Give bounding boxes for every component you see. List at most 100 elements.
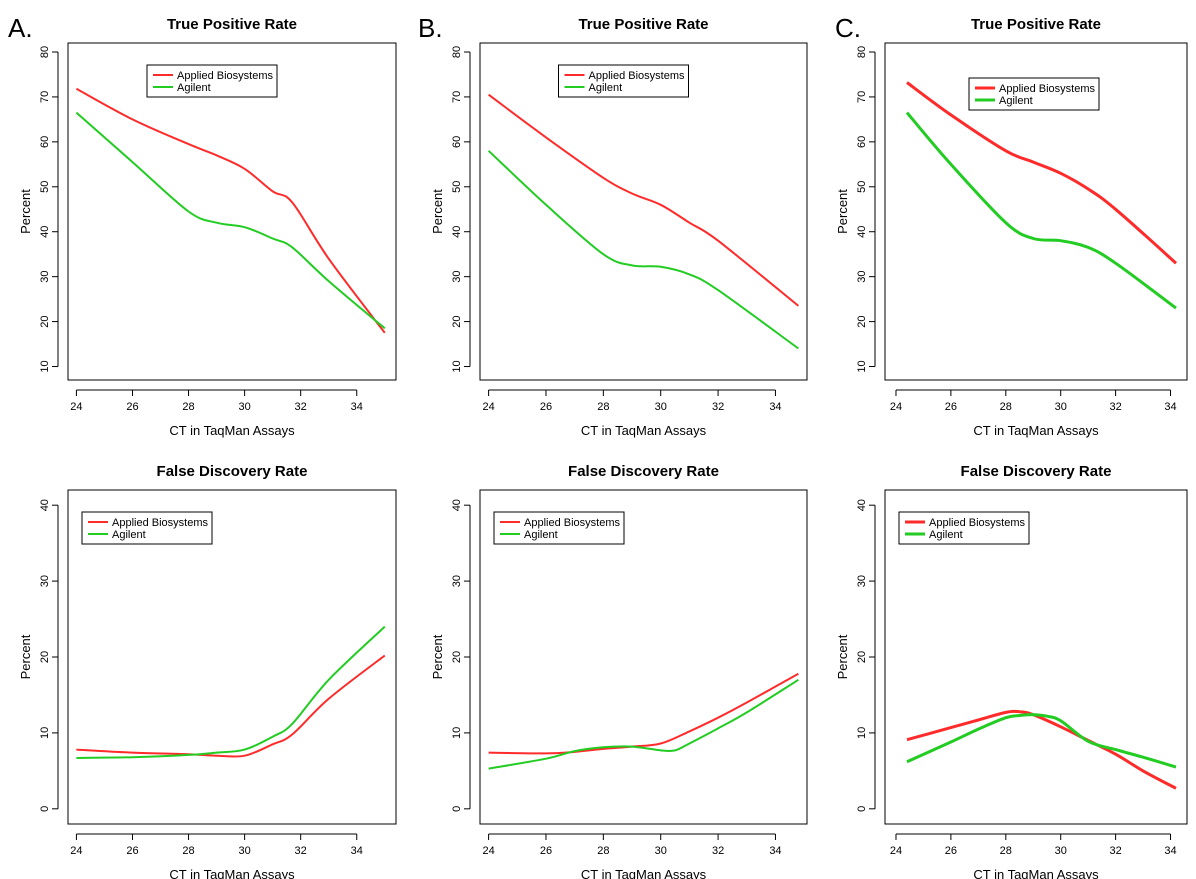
y-tick-label: 30: [856, 271, 868, 283]
x-tick-label: 24: [890, 401, 902, 413]
x-tick-label: 32: [295, 401, 307, 413]
x-tick-label: 28: [597, 401, 609, 413]
series-line-applied-biosystems: [906, 709, 1177, 790]
y-tick-label: 20: [39, 651, 51, 663]
x-axis-label: CT in TaqMan Assays: [169, 423, 295, 438]
y-axis-label: Percent: [430, 634, 445, 679]
legend-box: [898, 511, 1030, 545]
chart-title: False Discovery Rate: [157, 463, 308, 480]
chart-B-top: True Positive Rate 24 26 28 30 32 34 10 20 30 40 50…: [430, 16, 808, 438]
legend-label: Applied Biosystems: [929, 517, 1025, 529]
y-tick-label: 80: [451, 46, 463, 58]
series-line-agilent: [905, 111, 1177, 310]
legend-label: Agilent: [112, 529, 146, 541]
legend-label: Agilent: [999, 95, 1033, 107]
x-tick-label: 34: [1164, 401, 1176, 413]
panel-letter-b: B.: [418, 13, 443, 43]
series-line-agilent: [75, 111, 386, 330]
plot-frame: [67, 42, 397, 381]
legend-label: Agilent: [589, 82, 623, 94]
legend-box: [81, 511, 213, 545]
y-tick-label: 20: [856, 651, 868, 663]
x-axis-label: CT in TaqMan Assays: [973, 867, 1099, 879]
plot-frame: [479, 489, 808, 825]
y-tick-label: 10: [856, 360, 868, 372]
y-tick-label: 30: [451, 575, 463, 587]
x-tick-label: 34: [1164, 845, 1176, 857]
chart-A-top: True Positive Rate 24 26 28 30 32 34 10 20 30 40 50…: [18, 16, 397, 438]
x-tick-label: 24: [70, 401, 82, 413]
x-tick-label: 26: [540, 845, 552, 857]
y-tick-label: 0: [39, 806, 51, 812]
y-tick-label: 20: [39, 315, 51, 327]
x-tick-label: 32: [1109, 401, 1121, 413]
panel-letter-c: C.: [835, 13, 861, 43]
series-line-applied-biosystems: [76, 654, 386, 758]
chart-title: True Positive Rate: [578, 16, 708, 33]
y-tick-label: 30: [451, 271, 463, 283]
x-tick-label: 30: [655, 401, 667, 413]
y-axis-label: Percent: [835, 634, 850, 679]
x-tick-label: 26: [945, 845, 957, 857]
y-tick-label: 0: [451, 806, 463, 812]
x-tick-label: 26: [126, 845, 138, 857]
y-tick-label: 20: [856, 315, 868, 327]
x-axis-label: CT in TaqMan Assays: [581, 867, 707, 879]
y-tick-label: 70: [451, 91, 463, 103]
y-tick-label: 10: [39, 360, 51, 372]
y-tick-label: 30: [856, 575, 868, 587]
series-line-agilent: [488, 678, 799, 770]
y-tick-label: 70: [856, 91, 868, 103]
x-axis-label: CT in TaqMan Assays: [973, 423, 1099, 438]
legend-label: Applied Biosystems: [589, 70, 685, 82]
x-tick-label: 32: [712, 401, 724, 413]
y-tick-label: 50: [39, 181, 51, 193]
plot-frame: [479, 42, 808, 381]
x-tick-label: 32: [1109, 845, 1121, 857]
chart-title: True Positive Rate: [971, 16, 1101, 33]
y-tick-label: 60: [39, 136, 51, 148]
y-tick-label: 10: [39, 727, 51, 739]
x-axis-label: CT in TaqMan Assays: [581, 423, 707, 438]
legend-box: [968, 77, 1100, 111]
x-axis-label: CT in TaqMan Assays: [169, 867, 295, 879]
x-tick-label: 34: [351, 845, 363, 857]
x-tick-label: 32: [712, 845, 724, 857]
x-tick-label: 24: [890, 845, 902, 857]
plot-frame: [67, 489, 397, 825]
plot-frame: [884, 489, 1188, 825]
chart-C-bottom: False Discovery Rate 24 26 28 30 32 34 0 10 20 30 4…: [835, 463, 1188, 879]
x-tick-label: 28: [1000, 845, 1012, 857]
y-tick-label: 30: [39, 575, 51, 587]
y-tick-label: 20: [451, 315, 463, 327]
x-tick-label: 26: [945, 401, 957, 413]
x-tick-label: 34: [351, 401, 363, 413]
x-tick-label: 30: [1055, 401, 1067, 413]
chart-title: False Discovery Rate: [961, 463, 1112, 480]
x-tick-label: 28: [182, 401, 194, 413]
y-axis-label: Percent: [18, 189, 33, 234]
y-tick-label: 80: [39, 46, 51, 58]
legend-label: Applied Biosystems: [177, 70, 273, 82]
y-tick-label: 40: [451, 226, 463, 238]
x-tick-label: 28: [597, 845, 609, 857]
y-tick-label: 40: [856, 226, 868, 238]
legend-label: Agilent: [177, 82, 211, 94]
x-tick-label: 24: [70, 845, 82, 857]
legend-label: Applied Biosystems: [524, 517, 620, 529]
legend-label: Agilent: [524, 529, 558, 541]
chart-A-bottom: False Discovery Rate 24 26 28 30 32 34 0 10 20 30 4…: [18, 463, 397, 879]
y-tick-label: 0: [856, 806, 868, 812]
y-tick-label: 40: [856, 499, 868, 511]
y-tick-label: 20: [451, 651, 463, 663]
y-tick-label: 50: [451, 181, 463, 193]
y-tick-label: 80: [856, 46, 868, 58]
x-tick-label: 26: [126, 401, 138, 413]
panel-letter-a: A.: [8, 13, 33, 43]
chart-B-bottom: False Discovery Rate 24 26 28 30 32 34 0 10 20 30 4…: [430, 463, 808, 879]
series-line-applied-biosystems: [488, 93, 800, 307]
